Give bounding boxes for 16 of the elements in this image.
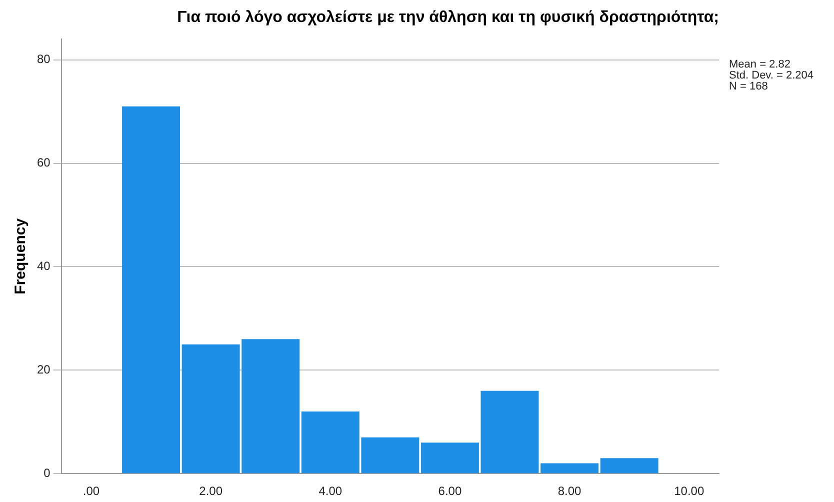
y-axis-title: Frequency — [12, 218, 30, 294]
y-tick-label: 80 — [36, 52, 51, 66]
y-tick-label: 0 — [44, 466, 51, 480]
chart-title: Για ποιό λόγο ασχολείστε με την άθληση και τη φυσική δραστηριότητα; — [177, 9, 719, 26]
y-tick-label: 60 — [36, 156, 51, 170]
text: Std. Dev. = 2.204 — [729, 70, 814, 82]
text: Mean = 2.82 — [729, 58, 790, 71]
x-tick-label: 4.00 — [318, 484, 342, 498]
y-tick-label: 40 — [36, 259, 51, 274]
x-tick-label: 8.00 — [558, 484, 582, 498]
x-tick-label: 10.00 — [674, 484, 704, 498]
x-tick-label: 6.00 — [438, 484, 462, 498]
y-tick-label: 20 — [36, 362, 51, 376]
x-tick-label: 2.00 — [199, 484, 223, 498]
text: N = 168 — [729, 80, 768, 93]
x-tick-label: .00 — [82, 484, 100, 498]
